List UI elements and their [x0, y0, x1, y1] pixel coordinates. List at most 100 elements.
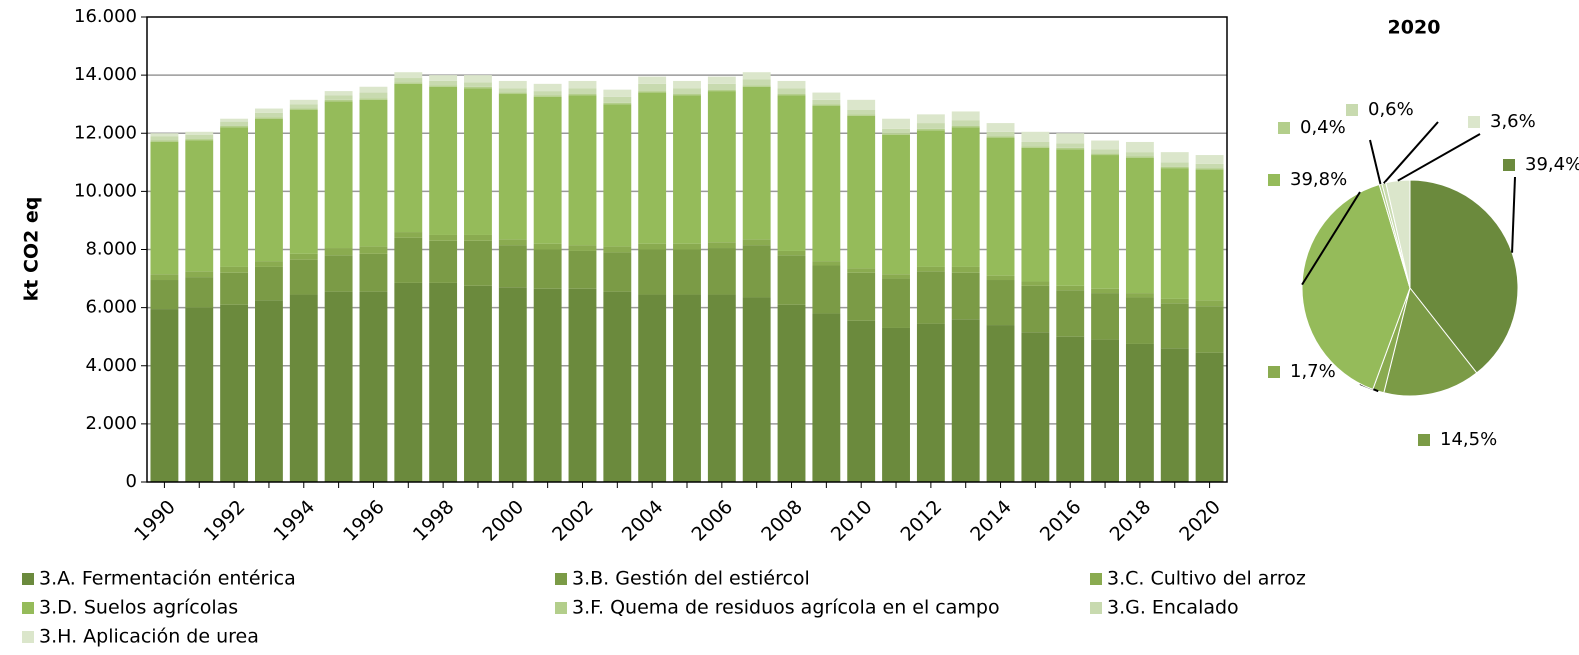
bar-segment [673, 294, 701, 482]
bar-segment [847, 115, 876, 269]
bar-segment [185, 277, 214, 308]
bar-segment [1091, 288, 1119, 294]
bar-segment [812, 92, 841, 100]
bar-segment [1160, 303, 1189, 349]
bar-segment [1195, 306, 1224, 353]
bar-segment [916, 128, 945, 131]
y-tick-label: 10.000 [74, 180, 137, 201]
bar-segment [951, 319, 980, 482]
bar-segment [986, 123, 1015, 132]
bar-segment [603, 252, 632, 292]
bar-segment [951, 111, 980, 121]
bar-segment [185, 140, 214, 272]
bar-segment [255, 118, 283, 262]
bar-segment [1195, 163, 1224, 169]
bar-segment [1056, 336, 1085, 482]
bar-segment [1160, 152, 1189, 163]
pie-value-label: 0,4% [1300, 117, 1346, 138]
bar-segment [1091, 339, 1119, 482]
bar-segment [1056, 149, 1085, 286]
bar-segment [150, 280, 179, 310]
pie-value-label: 0,6% [1368, 99, 1414, 120]
bar-segment [568, 80, 597, 89]
bar-segment [916, 323, 945, 482]
bar-segment [429, 80, 458, 86]
bar-segment [742, 72, 771, 80]
leader-line [1369, 139, 1382, 185]
bar-segment [255, 266, 283, 301]
bar-segment [185, 139, 214, 141]
x-tick-label: 2014 [966, 496, 1016, 546]
bar-segment [568, 250, 597, 289]
bar-segment [394, 282, 423, 482]
bar-segment [429, 85, 458, 87]
bar-segment [882, 133, 910, 135]
bar-segment [777, 304, 806, 482]
bar-segment [359, 291, 388, 482]
x-tick-label: 1996 [339, 496, 389, 546]
bar-segment [603, 246, 632, 253]
bar-segment [150, 140, 179, 142]
bar-segment [533, 91, 562, 96]
bar-segment [986, 275, 1015, 281]
bar-segment [1056, 143, 1085, 148]
bar-segment [777, 80, 806, 89]
x-tick-label: 2000 [478, 496, 528, 546]
bar-segment [1021, 146, 1050, 148]
bar-segment [394, 237, 423, 283]
pie-slice [1383, 286, 1478, 397]
bar-segment [951, 125, 980, 128]
bar-segment [255, 108, 283, 113]
bar-segment [951, 272, 980, 320]
bar-segment [324, 291, 353, 482]
bar-segment [533, 288, 562, 482]
bar-segment [777, 95, 806, 251]
bar-segment [464, 86, 492, 89]
leader-line [1397, 133, 1481, 182]
legend-label: 3.H. Aplicación de urea [39, 626, 259, 648]
x-tick-label: 1992 [200, 496, 250, 546]
bar-segment [603, 89, 632, 97]
bar-segment [812, 313, 841, 482]
bar-segment [394, 78, 423, 83]
bar-segment [742, 86, 771, 240]
plot-frame [146, 16, 1228, 483]
bar-segment [255, 261, 283, 267]
bar-segment [255, 117, 283, 119]
x-tick-label: 2002 [548, 496, 598, 546]
x-tick-label: 2018 [1106, 496, 1156, 546]
bar-segment [673, 249, 701, 295]
bar-segment [742, 79, 771, 86]
bar-segment [1091, 149, 1119, 154]
bar-segment [464, 75, 492, 83]
legend-label: 3.D. Suelos agrícolas [39, 597, 238, 619]
bar-segment [533, 243, 562, 250]
bar-segment [777, 88, 806, 95]
bar-segment [324, 248, 353, 256]
bar-segment [1021, 141, 1050, 147]
bar-segment [324, 101, 353, 249]
bar-segment [1021, 281, 1050, 286]
bar-segment [394, 232, 423, 238]
bar-segment [1091, 140, 1119, 150]
bar-segment [812, 104, 841, 106]
bar-segment [1056, 290, 1085, 337]
x-tick-label: 1998 [409, 496, 459, 546]
bar-segment [464, 240, 492, 286]
y-tick-label: 14.000 [74, 64, 137, 85]
bar-segment [1125, 141, 1154, 153]
bar-segment [777, 255, 806, 305]
y-tick-label: 6.000 [85, 297, 137, 318]
bar-segment [498, 88, 527, 93]
bar-segment [812, 261, 841, 266]
y-tick-label: 8.000 [85, 239, 137, 260]
bar-segment [1056, 147, 1085, 150]
bar-segment [986, 137, 1015, 276]
pie-value-label: 14,5% [1440, 429, 1497, 450]
bar-segment [498, 94, 527, 240]
bar-segment [150, 141, 179, 275]
bar-segment [673, 80, 701, 89]
bar-segment [673, 95, 701, 244]
legend-swatch [22, 573, 34, 585]
